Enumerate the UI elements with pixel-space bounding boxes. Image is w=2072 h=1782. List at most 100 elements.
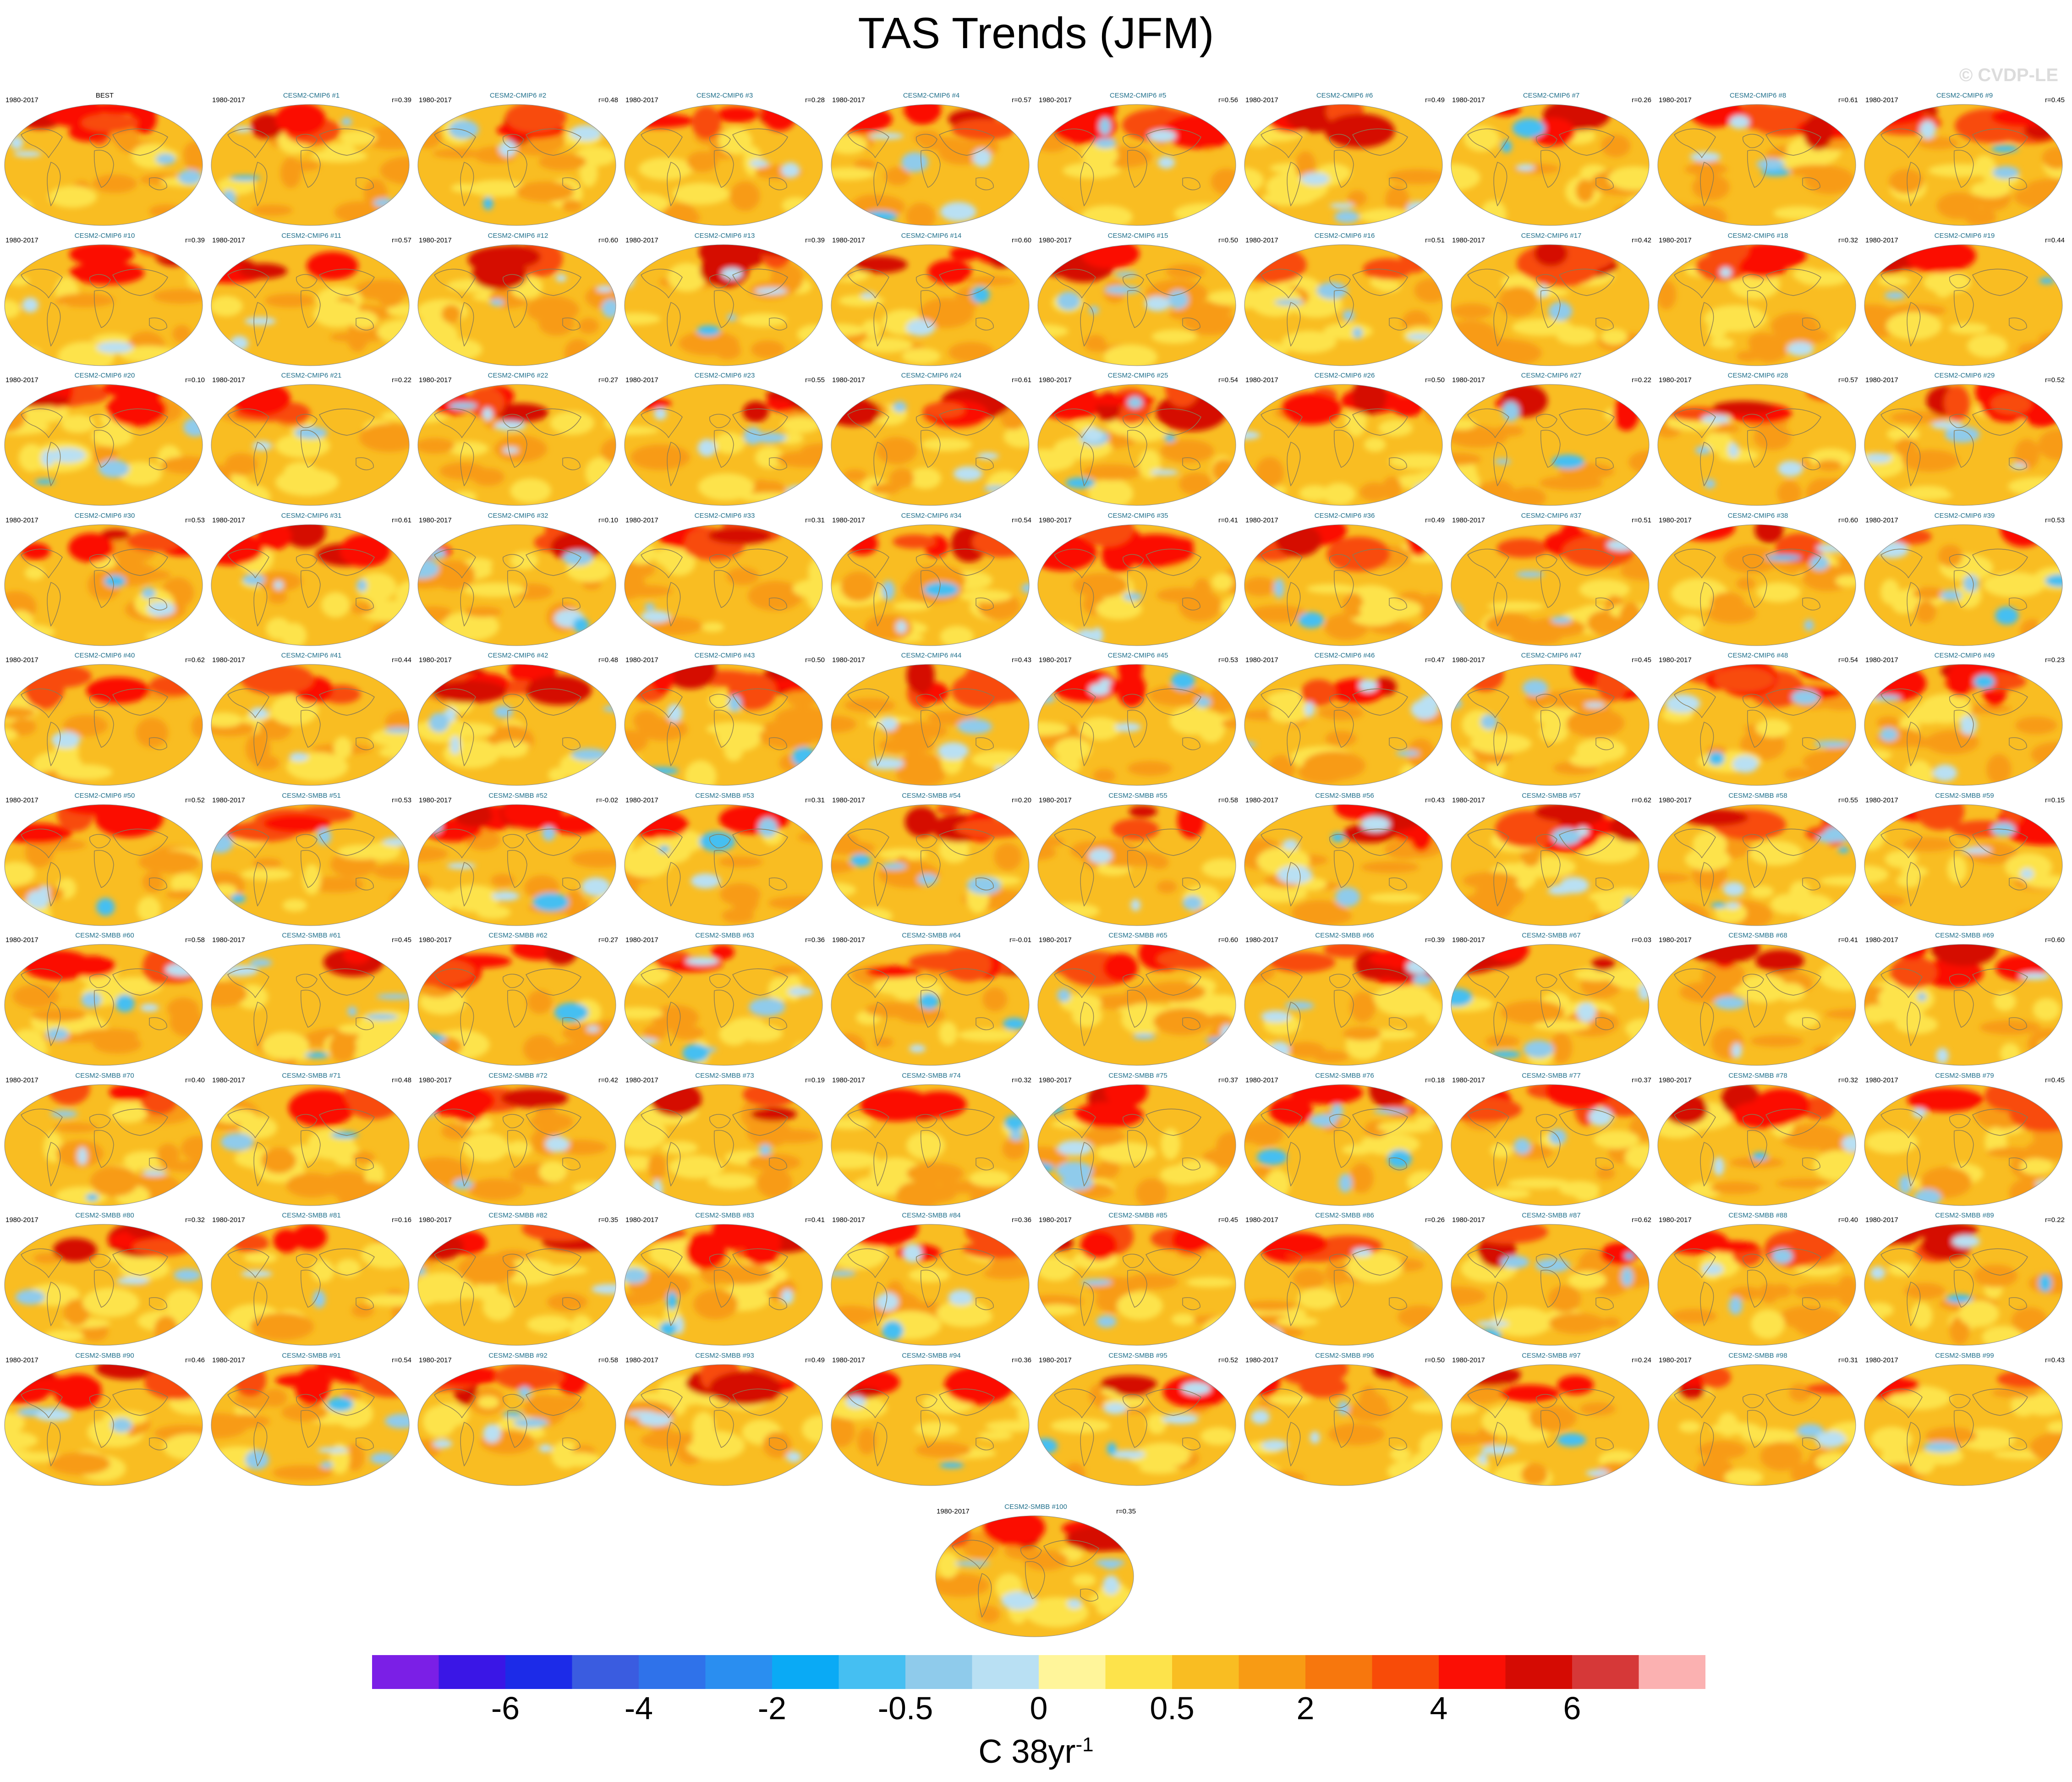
trend-map: [211, 524, 410, 646]
panel-correlation: r=0.45: [1632, 656, 1651, 664]
colorbar-tick: -4: [624, 1690, 653, 1726]
trend-map: [831, 524, 1030, 646]
panel-title: CESM2-CMIP6 #20: [74, 372, 135, 379]
panel-title: CESM2-CMIP6 #31: [281, 511, 342, 520]
panel-98: 1980-2017 CESM2-SMBB #98 r=0.31: [1656, 1352, 1860, 1489]
panel-correlation: r=0.58: [1218, 796, 1238, 804]
panel-title: CESM2-CMIP6 #15: [1107, 231, 1168, 240]
panel-title: CESM2-CMIP6 #45: [1107, 652, 1168, 659]
trend-map: [4, 104, 203, 226]
panel-correlation: r=0.43: [2045, 1356, 2065, 1364]
colorbar-tick: -6: [491, 1690, 520, 1726]
panel-title: BEST: [95, 92, 114, 99]
panel-16: 1980-2017 CESM2-CMIP6 #16 r=0.51: [1243, 232, 1447, 369]
panel-title: CESM2-CMIP6 #11: [281, 231, 341, 240]
panel-58: 1980-2017 CESM2-SMBB #58 r=0.55: [1656, 792, 1860, 929]
trend-map: [1244, 1084, 1443, 1206]
panel-62: 1980-2017 CESM2-SMBB #62 r=0.27: [416, 932, 620, 1069]
colorbar-swatch: [972, 1655, 1039, 1689]
trend-map: [1451, 104, 1650, 226]
trend-map: [1657, 944, 1856, 1066]
panel-period: 1980-2017: [1245, 656, 1278, 664]
panel-period: 1980-2017: [625, 376, 658, 384]
panel-period: 1980-2017: [1452, 96, 1485, 104]
trend-map: [4, 804, 203, 926]
panel-correlation: r=0.26: [1632, 96, 1651, 104]
panel-title: CESM2-SMBB #78: [1728, 1071, 1787, 1080]
panel-period: 1980-2017: [1039, 1356, 1072, 1364]
panel-title: CESM2-CMIP6 #21: [281, 372, 342, 379]
panel-period: 1980-2017: [419, 236, 452, 244]
panel-correlation: r=0.52: [2045, 376, 2065, 384]
panel-correlation: r=0.28: [805, 96, 825, 104]
panel-correlation: r=0.48: [598, 96, 618, 104]
panel-period: 1980-2017: [212, 656, 245, 664]
panel-correlation: r=0.22: [2045, 1216, 2065, 1224]
panel-period: 1980-2017: [1452, 236, 1485, 244]
panel-correlation: r=0.57: [1012, 96, 1031, 104]
panel-period: 1980-2017: [625, 936, 658, 944]
panel-period: 1980-2017: [212, 796, 245, 804]
panel-correlation: r=0.60: [1838, 516, 1858, 524]
panel-period: 1980-2017: [419, 96, 452, 104]
trend-map: [1657, 1224, 1856, 1346]
panel-42: 1980-2017 CESM2-CMIP6 #42 r=0.48: [416, 652, 620, 789]
trend-map: [211, 104, 410, 226]
trend-map: [4, 524, 203, 646]
panel-correlation: r=0.26: [1425, 1216, 1445, 1224]
panel-period: 1980-2017: [625, 1216, 658, 1224]
panel-title: CESM2-CMIP6 #10: [74, 231, 135, 240]
panel-17: 1980-2017 CESM2-CMIP6 #17 r=0.42: [1449, 232, 1653, 369]
panel-correlation: r=0.52: [1218, 1356, 1238, 1364]
panel-7: 1980-2017 CESM2-CMIP6 #7 r=0.26: [1449, 92, 1653, 229]
panel-period: 1980-2017: [5, 376, 38, 384]
panel-period: 1980-2017: [212, 376, 245, 384]
panel-correlation: r=0.49: [805, 1356, 825, 1364]
panel-correlation: r=0.61: [392, 516, 411, 524]
panel-correlation: r=0.39: [392, 96, 411, 104]
panel-period: 1980-2017: [625, 1356, 658, 1364]
panel-title: CESM2-CMIP6 #3: [696, 92, 753, 99]
panel-correlation: r=0.23: [2045, 656, 2065, 664]
trend-map: [1451, 1224, 1650, 1346]
panel-correlation: r=0.60: [1012, 236, 1031, 244]
panel-period: 1980-2017: [1245, 1216, 1278, 1224]
panel-period: 1980-2017: [832, 236, 865, 244]
panel-title: CESM2-SMBB #91: [282, 1351, 341, 1360]
panel-period: 1980-2017: [212, 96, 245, 104]
panel-title: CESM2-SMBB #57: [1522, 791, 1581, 800]
panel-title: CESM2-SMBB #99: [1935, 1351, 1994, 1360]
panel-period: 1980-2017: [1865, 96, 1898, 104]
panel-title: CESM2-CMIP6 #40: [74, 652, 135, 659]
trend-map: [1451, 1364, 1650, 1486]
panel-91: 1980-2017 CESM2-SMBB #91 r=0.54: [209, 1352, 413, 1489]
panel-title: CESM2-CMIP6 #30: [74, 511, 135, 520]
panel-title: CESM2-CMIP6 #35: [1107, 511, 1168, 520]
trend-map: [935, 1515, 1134, 1637]
panel-82: 1980-2017 CESM2-SMBB #82 r=0.35: [416, 1212, 620, 1349]
panel-title: CESM2-CMIP6 #8: [1729, 92, 1787, 99]
trend-map: [417, 664, 616, 786]
panel-title: CESM2-SMBB #79: [1935, 1071, 1994, 1080]
trend-map: [417, 1224, 616, 1346]
panel-correlation: r=0.15: [2045, 796, 2065, 804]
panel-title: CESM2-SMBB #62: [488, 932, 548, 939]
panel-65: 1980-2017 CESM2-SMBB #65 r=0.60: [1036, 932, 1240, 1069]
panel-period: 1980-2017: [419, 1356, 452, 1364]
panel-title: CESM2-CMIP6 #27: [1521, 372, 1582, 379]
panel-correlation: r=0.61: [1012, 376, 1031, 384]
panel-period: 1980-2017: [1039, 1216, 1072, 1224]
panel-period: 1980-2017: [1245, 236, 1278, 244]
panel-title: CESM2-SMBB #95: [1108, 1351, 1168, 1360]
panel-period: 1980-2017: [1452, 796, 1485, 804]
panel-correlation: r=0.37: [1218, 1076, 1238, 1084]
trend-map: [1037, 1364, 1236, 1486]
panel-85: 1980-2017 CESM2-SMBB #85 r=0.45: [1036, 1212, 1240, 1349]
panel-title: CESM2-CMIP6 #24: [901, 372, 962, 379]
panel-95: 1980-2017 CESM2-SMBB #95 r=0.52: [1036, 1352, 1240, 1489]
panel-28: 1980-2017 CESM2-CMIP6 #28 r=0.57: [1656, 372, 1860, 509]
panel-correlation: r=0.50: [1425, 376, 1445, 384]
panel-period: 1980-2017: [419, 1216, 452, 1224]
panel-period: 1980-2017: [1659, 96, 1692, 104]
panel-correlation: r=0.58: [598, 1356, 618, 1364]
